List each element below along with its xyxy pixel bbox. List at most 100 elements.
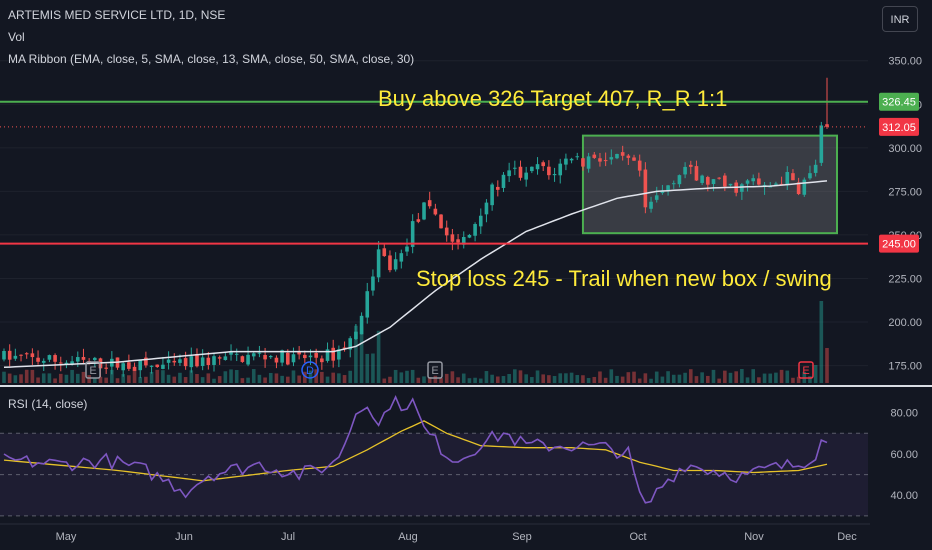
volume-bar xyxy=(172,376,177,383)
volume-bar xyxy=(569,372,574,383)
candle-body xyxy=(791,173,795,181)
volume-indicator-label[interactable]: Vol xyxy=(8,30,25,44)
time-tick-label: Sep xyxy=(512,531,532,543)
candle-body xyxy=(371,276,375,291)
volume-bar xyxy=(586,378,591,383)
candle-body xyxy=(240,356,245,362)
volume-bar xyxy=(524,374,528,383)
candle-body xyxy=(683,166,687,175)
volume-bar xyxy=(393,369,398,383)
time-tick-label: Dec xyxy=(837,531,857,543)
volume-bar xyxy=(320,371,324,383)
candle-body xyxy=(439,214,443,229)
candle-body xyxy=(513,167,517,169)
currency-button[interactable]: INR xyxy=(882,6,918,32)
volume-bar xyxy=(819,301,824,383)
moving-average-line xyxy=(3,180,828,369)
volume-bar xyxy=(354,325,358,383)
volume-bar xyxy=(161,370,165,383)
candle-body xyxy=(745,180,750,184)
candle-body xyxy=(490,184,494,206)
volume-bar xyxy=(683,372,687,383)
candle-body xyxy=(268,356,273,358)
candle-body xyxy=(535,164,540,170)
volume-bar xyxy=(609,369,614,383)
candle-body xyxy=(183,358,188,367)
candle-body xyxy=(507,170,511,177)
volume-bar xyxy=(234,370,239,383)
volume-bar xyxy=(734,371,738,383)
price-tick-label: 275.00 xyxy=(888,186,922,198)
ma-ribbon-indicator-label[interactable]: MA Ribbon (EMA, close, 5, SMA, close, 13… xyxy=(8,52,415,66)
volume-bar xyxy=(308,370,313,383)
candle-body xyxy=(774,183,778,185)
candle-body xyxy=(603,160,608,162)
candle-body xyxy=(501,174,506,188)
support-price-tag: 245.00 xyxy=(882,239,916,251)
volume-bar xyxy=(552,376,557,383)
candle-body xyxy=(234,353,239,355)
volume-bar xyxy=(24,369,29,383)
candle-body xyxy=(354,331,358,340)
volume-bar xyxy=(541,374,546,383)
candle-body xyxy=(422,202,426,220)
volume-bar xyxy=(507,374,511,383)
volume-bar xyxy=(660,376,665,383)
candle-body xyxy=(598,158,602,162)
volume-bar xyxy=(484,371,489,383)
resistance-price-tag-bg xyxy=(879,92,919,111)
candle-body xyxy=(592,154,597,158)
candle-body xyxy=(723,175,727,187)
symbol-title[interactable]: ARTEMIS MED SERVICE LTD, 1D, NSE xyxy=(8,8,226,22)
candle-body xyxy=(308,355,313,358)
volume-bar xyxy=(496,376,500,383)
volume-bar xyxy=(268,372,273,383)
event-marker-label: E xyxy=(89,365,96,377)
volume-bar xyxy=(382,378,387,383)
volume-bar xyxy=(473,377,477,383)
candle-body xyxy=(450,234,455,242)
candle-body xyxy=(700,175,704,183)
volume-bar xyxy=(257,374,262,383)
candle-body xyxy=(728,183,733,186)
volume-bar xyxy=(98,376,103,383)
candle-body xyxy=(291,354,296,363)
candle-body xyxy=(189,356,194,368)
candle-body xyxy=(246,354,250,365)
volume-bar xyxy=(183,377,188,383)
event-marker-label: D xyxy=(306,365,314,377)
candle-body xyxy=(785,171,790,185)
rsi-ma-line xyxy=(3,420,828,482)
candle-body xyxy=(178,359,182,363)
candle-body xyxy=(365,291,370,318)
volume-bar xyxy=(104,377,108,383)
volume-bar xyxy=(467,378,472,383)
volume-bar xyxy=(439,378,443,383)
volume-bar xyxy=(427,377,432,383)
event-marker-label: E xyxy=(431,365,438,377)
candle-body xyxy=(461,236,466,245)
volume-bar xyxy=(422,376,426,383)
volume-bar xyxy=(558,373,563,383)
volume-bar xyxy=(36,377,40,383)
volume-bar xyxy=(410,369,415,383)
candle-body xyxy=(320,358,324,363)
price-tick-label: 350.00 xyxy=(888,56,922,68)
candle-body xyxy=(195,354,199,367)
volume-bar xyxy=(717,378,721,383)
candle-body xyxy=(41,360,46,363)
candle-body xyxy=(819,125,824,163)
candle-body xyxy=(547,166,551,176)
volume-bar xyxy=(388,376,392,383)
candle-body xyxy=(564,158,568,165)
volume-bar xyxy=(723,370,727,383)
candle-body xyxy=(751,178,756,182)
volume-bar xyxy=(779,369,784,383)
rsi-indicator-label[interactable]: RSI (14, close) xyxy=(8,397,88,411)
candle-body xyxy=(206,357,211,366)
volume-bar xyxy=(615,375,619,383)
volume-bar xyxy=(632,371,636,383)
candle-body xyxy=(382,248,387,257)
